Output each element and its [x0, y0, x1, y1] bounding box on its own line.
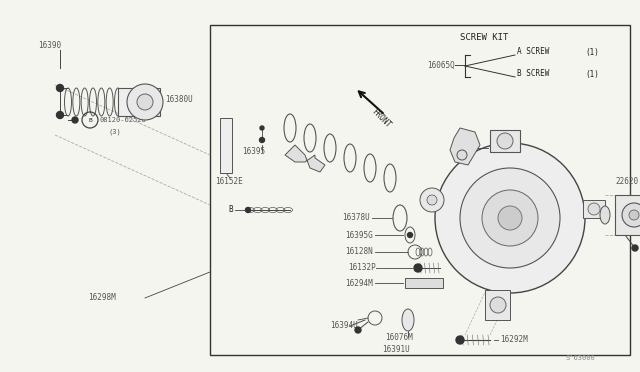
Text: 16132P: 16132P [348, 263, 376, 273]
Polygon shape [285, 145, 325, 172]
Circle shape [56, 112, 63, 119]
Text: A SCREW: A SCREW [517, 48, 549, 57]
Circle shape [260, 126, 264, 130]
Bar [220, 118, 232, 173]
Text: 08120-62528: 08120-62528 [100, 117, 147, 123]
Text: B: B [88, 118, 92, 122]
Text: 16380U: 16380U [165, 96, 193, 105]
Text: (1): (1) [585, 70, 599, 78]
Text: 16395: 16395 [242, 148, 265, 157]
Text: 16132N: 16132N [490, 144, 518, 153]
Text: SCREW KIT: SCREW KIT [460, 33, 508, 42]
Circle shape [622, 203, 640, 227]
Polygon shape [450, 128, 480, 165]
Circle shape [427, 195, 437, 205]
Text: 16152E: 16152E [215, 177, 243, 186]
Text: 16378U: 16378U [342, 214, 370, 222]
Circle shape [72, 117, 78, 123]
Circle shape [629, 210, 639, 220]
Bar [405, 278, 443, 288]
Circle shape [420, 188, 444, 212]
Bar [490, 130, 520, 152]
Text: (3): (3) [108, 129, 121, 135]
Text: 16298M: 16298M [88, 294, 116, 302]
Circle shape [259, 138, 264, 142]
Circle shape [408, 232, 413, 237]
Bar [210, 25, 630, 355]
Text: 16294M: 16294M [345, 279, 372, 288]
Circle shape [482, 190, 538, 246]
Bar [485, 290, 510, 320]
Bar [118, 88, 160, 116]
Text: 16065Q: 16065Q [428, 61, 455, 70]
Text: 16128N: 16128N [345, 247, 372, 257]
Circle shape [588, 203, 600, 215]
Circle shape [414, 264, 422, 272]
Text: 16395G: 16395G [345, 231, 372, 240]
Ellipse shape [600, 206, 610, 224]
Circle shape [435, 143, 585, 293]
Text: 16394U: 16394U [330, 321, 358, 330]
Circle shape [498, 206, 522, 230]
Text: 22620: 22620 [615, 177, 638, 186]
Text: 16390: 16390 [38, 41, 61, 49]
Text: FRONT: FRONT [370, 107, 393, 129]
Text: S^63000: S^63000 [565, 355, 595, 361]
Circle shape [457, 150, 467, 160]
Ellipse shape [402, 309, 414, 331]
Text: 16076M: 16076M [385, 334, 413, 343]
Circle shape [632, 245, 638, 251]
Circle shape [137, 94, 153, 110]
Text: B SCREW: B SCREW [517, 70, 549, 78]
Bar [583, 200, 605, 218]
Circle shape [246, 208, 250, 212]
Bar [615, 195, 640, 235]
Circle shape [460, 168, 560, 268]
Circle shape [127, 84, 163, 120]
Circle shape [355, 327, 361, 333]
Text: B: B [228, 205, 232, 215]
Circle shape [490, 297, 506, 313]
Circle shape [56, 84, 63, 92]
Circle shape [456, 336, 464, 344]
Text: 16391U: 16391U [382, 346, 410, 355]
Text: (1): (1) [585, 48, 599, 57]
Circle shape [497, 133, 513, 149]
Text: 16292M: 16292M [500, 336, 528, 344]
